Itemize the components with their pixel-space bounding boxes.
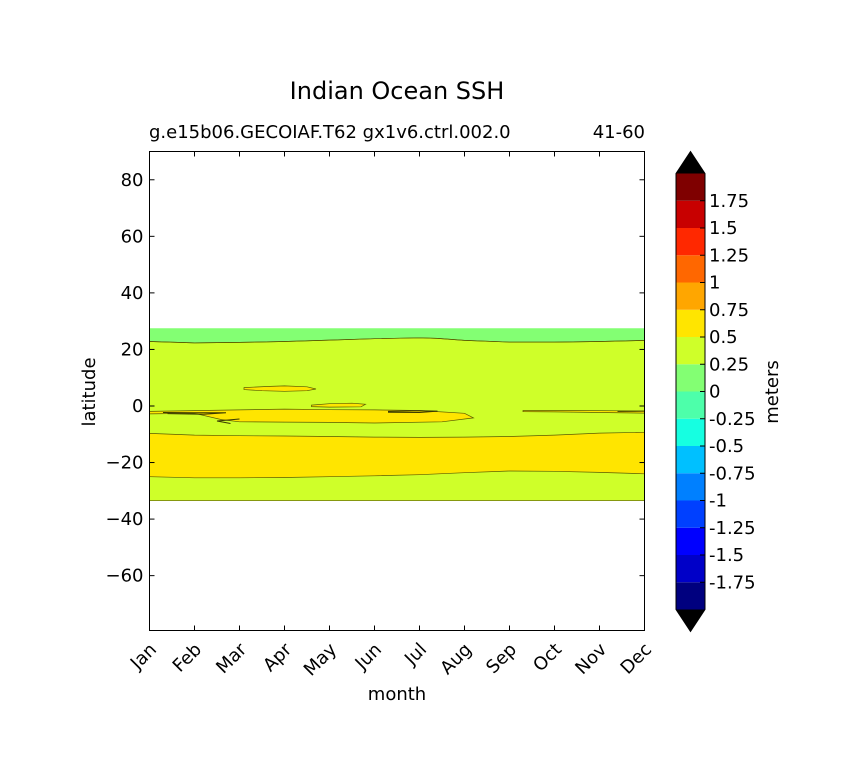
colorbar-tick-label: 0.75	[709, 300, 749, 321]
x-tick-label: Jan	[126, 639, 161, 674]
colorbar-over-arrow	[676, 151, 705, 174]
colorbar-tick-label: -0.75	[709, 463, 756, 484]
colorbar-segment	[676, 555, 705, 583]
x-tick-label: Sep	[482, 639, 521, 678]
colorbar: 1.75 1.5 1.25 1 0.75 0.5 0.25 0 -0.25 -0.5 -0.75 -1…	[675, 150, 756, 633]
x-tick-label: Jul	[400, 639, 431, 670]
colorbar-segment	[676, 527, 705, 555]
y-tick-label: 0	[132, 396, 143, 417]
y-axis: 80 60 40 20 0 −20 −40 −60	[106, 170, 645, 587]
colorbar-segment	[676, 309, 705, 337]
x-tick-label: Nov	[571, 639, 611, 679]
x-tick-label: May	[300, 639, 341, 680]
colorbar-segment	[676, 282, 705, 310]
colorbar-tick-label: -0.5	[709, 436, 744, 457]
contour-detail-2	[162, 412, 227, 415]
contour-band-0	[149, 328, 645, 343]
colorbar-tick-label: -1	[709, 491, 727, 512]
colorbar-tick-label: 1	[709, 273, 720, 294]
x-tick-label: Mar	[212, 639, 251, 678]
contour-line-0	[149, 337, 645, 344]
contour-patch-2	[311, 402, 367, 408]
y-tick-label: −40	[106, 509, 144, 530]
colorbar-segment	[676, 200, 705, 228]
x-tick-label: Apr	[259, 639, 296, 676]
colorbar-tick-label: 0.5	[709, 327, 738, 348]
x-tick-label: Oct	[529, 639, 566, 676]
chart-subtitle-right: 41-60	[593, 122, 645, 143]
contour-detail-3	[216, 418, 240, 424]
colorbar-tick-label: -1.5	[709, 545, 744, 566]
colorbar-tick-label: 0	[709, 382, 720, 403]
chart-title: Indian Ocean SSH	[290, 77, 505, 105]
colorbar-tick-label: -1.75	[709, 572, 756, 593]
x-axis-label: month	[368, 684, 426, 705]
contour-patch-3	[522, 410, 645, 414]
plot-frame	[149, 151, 645, 631]
colorbar-segment	[676, 337, 705, 365]
colorbar-tick-label: -0.25	[709, 409, 756, 430]
contour-line-2-1	[149, 470, 645, 479]
colorbar-segment	[676, 418, 705, 446]
x-tick-label: Aug	[436, 639, 476, 679]
colorbar-label: meters	[762, 360, 783, 424]
colorbar-tick-label: 0.25	[709, 354, 749, 375]
colorbar-segment	[676, 446, 705, 474]
colorbar-tick-label: -1.25	[709, 518, 756, 539]
x-tick-label: Jun	[351, 639, 386, 674]
colorbar-segment	[676, 364, 705, 392]
colorbar-outline	[675, 150, 706, 633]
x-tick-label: Dec	[617, 639, 656, 678]
colorbar-under-arrow	[676, 609, 705, 632]
y-tick-label: 40	[121, 283, 144, 304]
colorbar-tick-label: 1.25	[709, 245, 749, 266]
colorbar-segment	[676, 173, 705, 201]
contour-patch-1	[243, 385, 317, 392]
colorbar-segment	[676, 391, 705, 419]
colorbar-segment	[676, 473, 705, 501]
colorbar-segment	[676, 500, 705, 528]
plot-area	[149, 328, 645, 502]
y-tick-label: 80	[121, 170, 144, 191]
colorbar-tick-label: 1.5	[709, 218, 738, 239]
contour-detail-0	[387, 410, 438, 414]
colorbar-tick-label: 1.75	[709, 191, 749, 212]
chart-subtitle-left: g.e15b06.GECOIAF.T62 gx1v6.ctrl.002.0	[149, 122, 511, 143]
y-tick-label: −60	[106, 566, 144, 587]
colorbar-segment	[676, 228, 705, 256]
colorbar-segment	[676, 582, 705, 610]
y-axis-label: latitude	[79, 357, 100, 426]
x-tick-label: Feb	[169, 639, 206, 676]
y-tick-label: 60	[121, 226, 144, 247]
colorbar-segment	[676, 255, 705, 283]
contour-line-2-0	[149, 431, 645, 438]
y-tick-label: 20	[121, 339, 144, 360]
y-tick-label: −20	[106, 453, 144, 474]
contour-band-2	[149, 432, 645, 478]
